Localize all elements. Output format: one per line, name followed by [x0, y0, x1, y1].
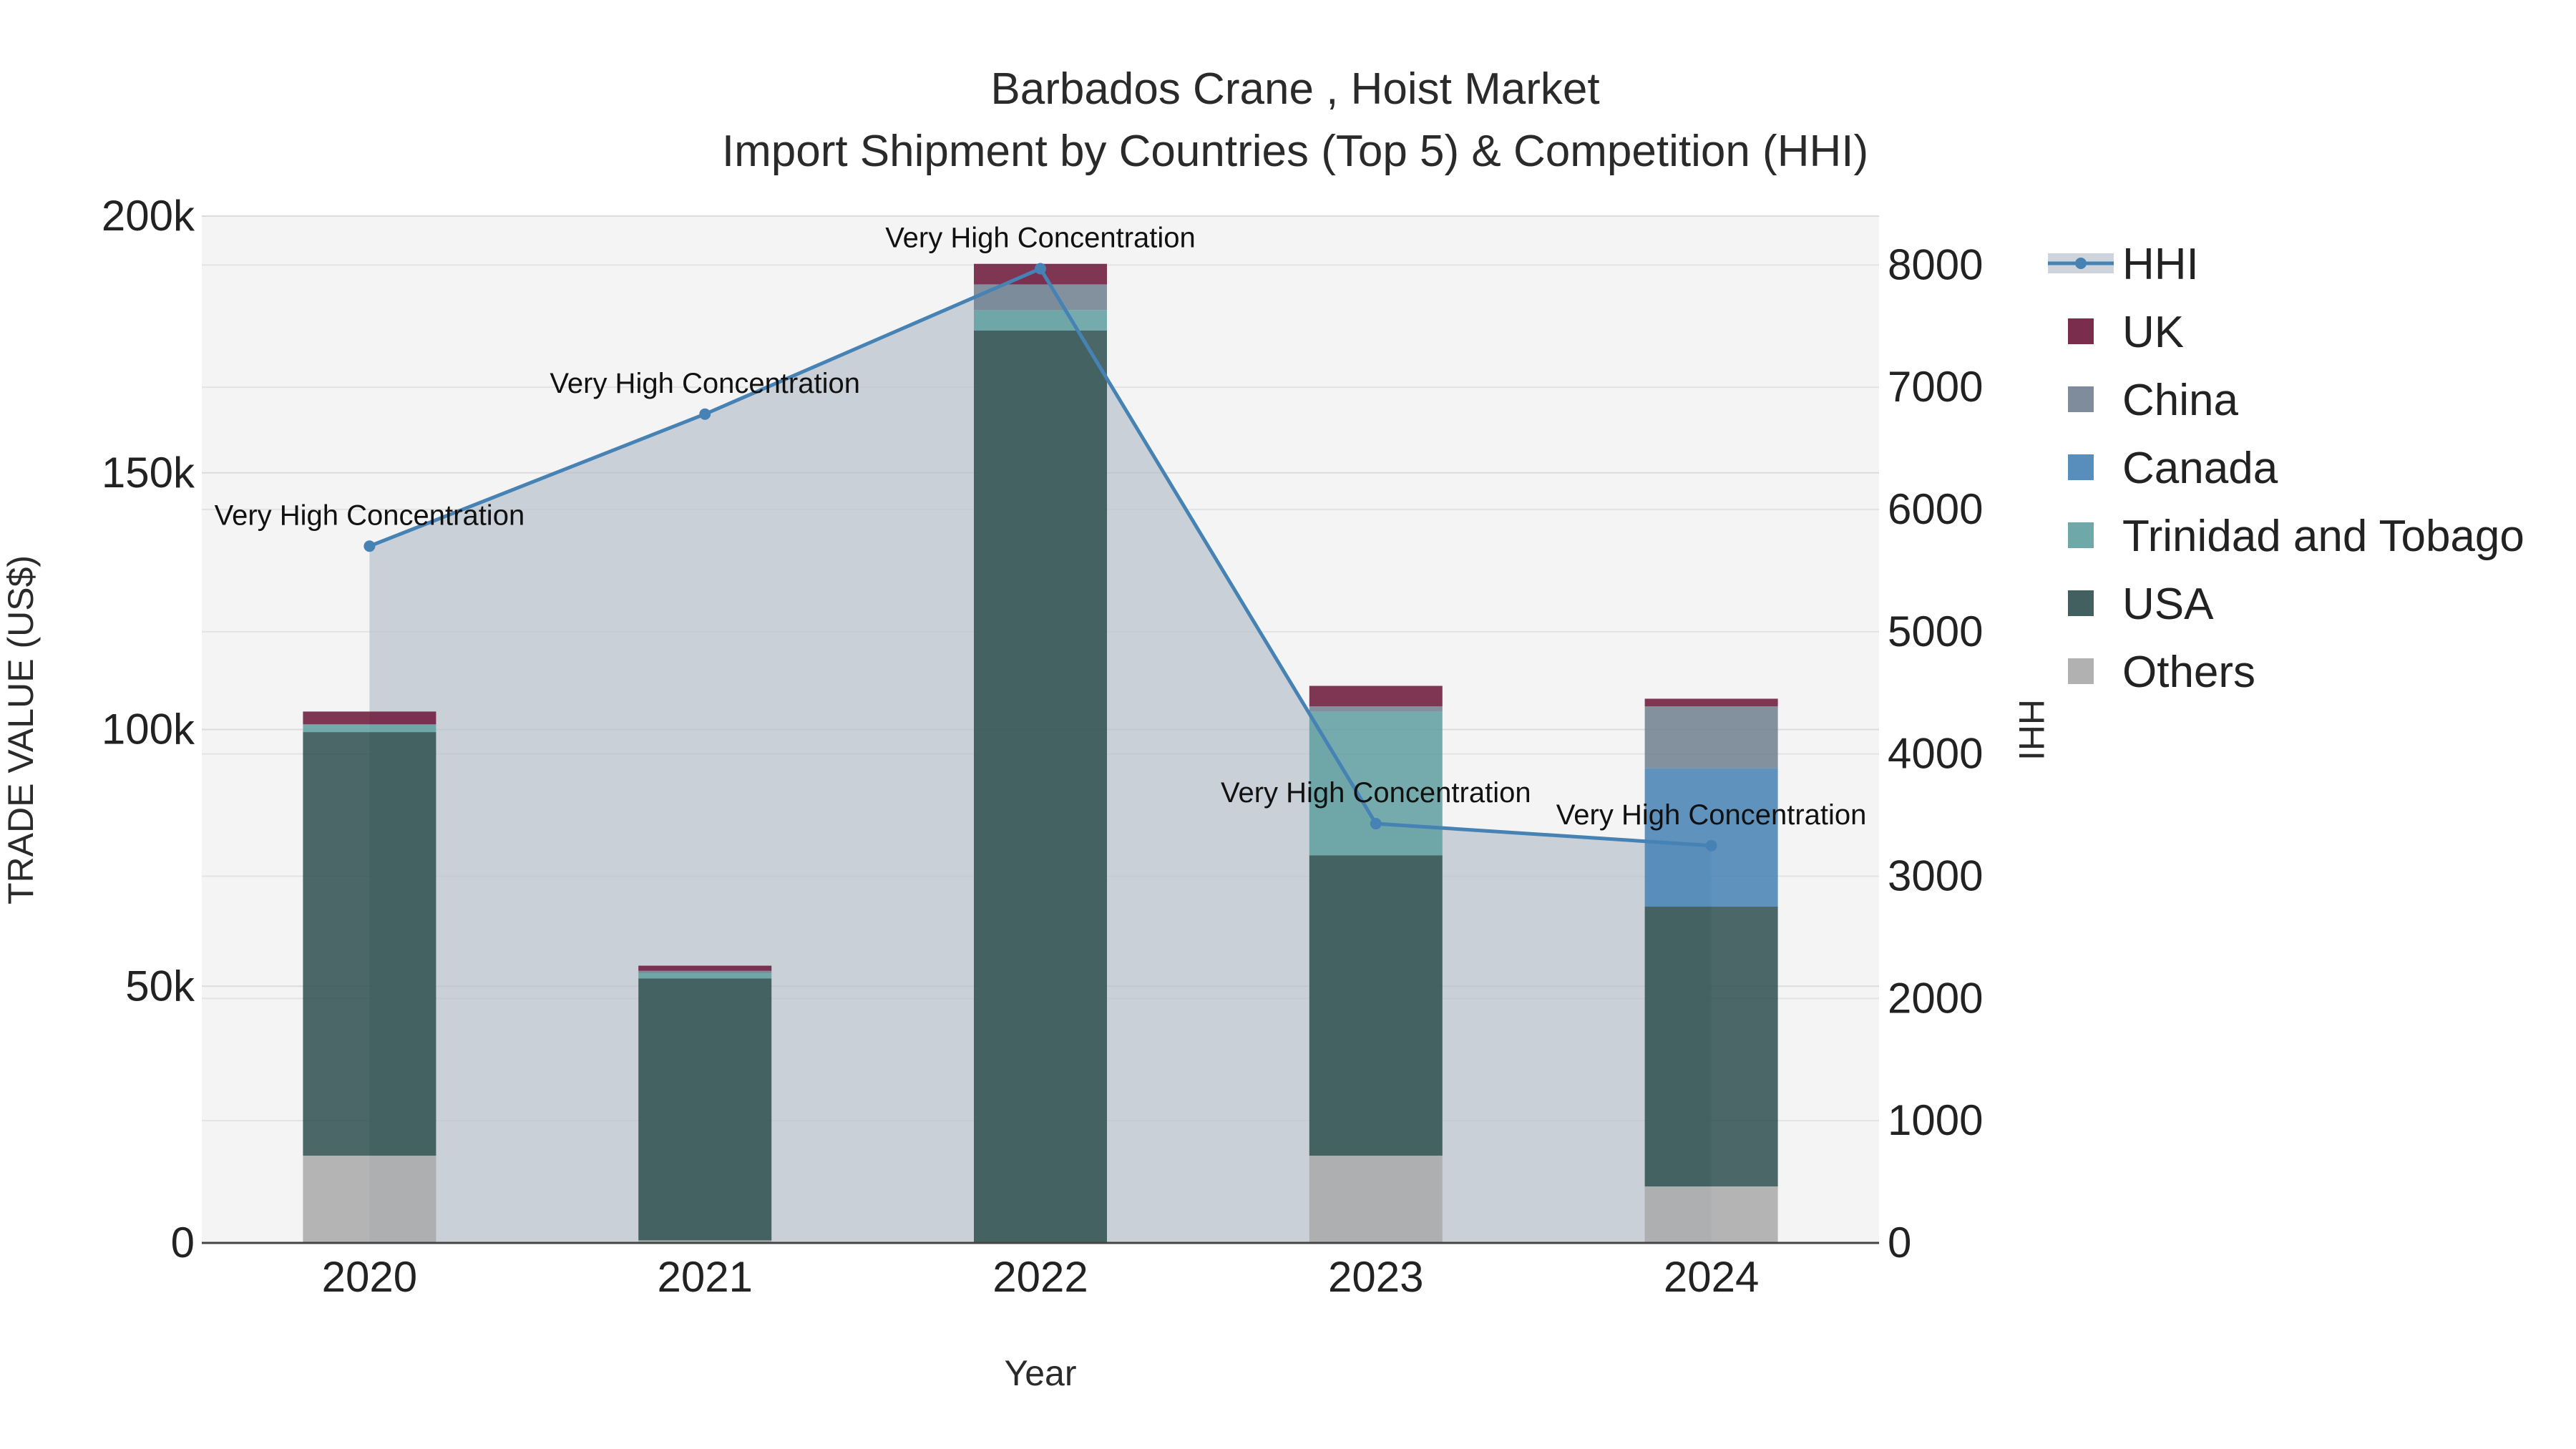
- y2-tick-label: 2000: [1888, 974, 1983, 1022]
- y-tick-label: 0: [171, 1219, 195, 1267]
- y2-tick-label: 0: [1888, 1219, 1911, 1267]
- bar-uk-2021: [638, 965, 772, 971]
- hhi-annotation: Very High Concentration: [885, 222, 1196, 253]
- hhi-point: [364, 540, 376, 552]
- bar-series: [303, 263, 1778, 1243]
- y-tick-label: 200k: [102, 192, 195, 240]
- y2-tick-label: 3000: [1888, 852, 1983, 900]
- y-tick-label: 100k: [102, 706, 195, 753]
- hhi-point: [1035, 263, 1046, 275]
- y2-axis-title: HHI: [2011, 699, 2051, 761]
- hhi-point: [1370, 818, 1382, 830]
- y2-tick-label: 7000: [1888, 363, 1983, 411]
- chart-subtitle: Import Shipment by Countries (Top 5) & C…: [722, 127, 1868, 176]
- hhi-annotations: Very High Concentration Very High Concent…: [215, 222, 1867, 830]
- hhi-annotation: Very High Concentration: [550, 368, 860, 399]
- legend-swatch-china: [2068, 386, 2094, 412]
- bar-others-2020: [303, 1156, 436, 1243]
- legend-label: Trinidad and Tobago: [2122, 512, 2524, 561]
- bar-uk-2024: [1644, 698, 1778, 707]
- bar-trinidad-and-tobago-2022: [974, 310, 1107, 331]
- bar-china-2023: [1309, 706, 1443, 712]
- x-tick-label: 2021: [657, 1253, 752, 1301]
- bar-usa-2022: [974, 331, 1107, 1242]
- y2-tick-label: 8000: [1888, 240, 1983, 288]
- x-tick-label: 2023: [1328, 1253, 1423, 1301]
- x-axis-title: Year: [1004, 1353, 1076, 1393]
- y-axis-ticks: 0 50k 100k 150k 200k: [102, 192, 195, 1267]
- legend-label: HHI: [2122, 240, 2199, 289]
- legend-label: USA: [2122, 580, 2214, 629]
- bar-uk-2023: [1309, 686, 1443, 707]
- bar-usa-2021: [638, 978, 772, 1241]
- bar-trinidad-and-tobago-2023: [1309, 711, 1443, 856]
- bar-canada-2024: [1644, 768, 1778, 907]
- hhi-point: [1705, 839, 1717, 852]
- legend-swatch-uk: [2068, 318, 2094, 344]
- bar-others-2023: [1309, 1156, 1443, 1243]
- y-tick-label: 50k: [125, 962, 195, 1010]
- chart-title: Barbados Crane , Hoist Market: [990, 64, 1599, 114]
- y2-tick-label: 1000: [1888, 1096, 1983, 1144]
- bar-usa-2020: [303, 732, 436, 1156]
- y-tick-label: 150k: [102, 449, 195, 497]
- legend-swatch-canada: [2068, 454, 2094, 480]
- bar-usa-2024: [1644, 907, 1778, 1187]
- bar-others-2024: [1644, 1186, 1778, 1243]
- hhi-annotation: Very High Concentration: [215, 499, 525, 531]
- y2-tick-label: 5000: [1888, 608, 1983, 655]
- legend-label: UK: [2122, 308, 2184, 357]
- hhi-line-layer: [364, 263, 1717, 852]
- legend-label: Canada: [2122, 444, 2278, 493]
- legend-label: Others: [2122, 648, 2255, 697]
- y2-axis-ticks: 0 1000 2000 3000 4000 5000 6000 7000 8000: [1888, 240, 1983, 1267]
- y2-tick-label: 6000: [1888, 485, 1983, 533]
- x-tick-label: 2024: [1664, 1253, 1759, 1301]
- legend-swatch-hhi-marker: [2075, 258, 2087, 269]
- x-tick-label: 2022: [992, 1253, 1088, 1301]
- x-tick-label: 2020: [322, 1253, 417, 1301]
- legend-swatch-others: [2068, 658, 2094, 684]
- bar-trinidad-and-tobago-2020: [303, 724, 436, 733]
- y-axis-title: TRADE VALUE (US$): [1, 555, 41, 904]
- bar-china-2024: [1644, 706, 1778, 769]
- hhi-point: [699, 408, 711, 420]
- bar-others-2021: [638, 1240, 772, 1243]
- bar-uk-2020: [303, 711, 436, 725]
- legend-swatch-usa: [2068, 590, 2094, 616]
- bar-trinidad-and-tobago-2021: [638, 973, 772, 979]
- hhi-annotation: Very High Concentration: [1556, 799, 1867, 831]
- legend-swatch-trinidad-and-tobago: [2068, 522, 2094, 548]
- hhi-annotation: Very High Concentration: [1221, 777, 1531, 809]
- legend: HHI UK China Canada Trinidad and Tobago USA Ot…: [2048, 240, 2524, 697]
- y2-tick-label: 4000: [1888, 730, 1983, 778]
- legend-label: China: [2122, 376, 2239, 425]
- bar-usa-2023: [1309, 855, 1443, 1156]
- bar-china-2021: [638, 970, 772, 974]
- x-axis-ticks: 2020 2021 2022 2023 2024: [322, 1253, 1760, 1301]
